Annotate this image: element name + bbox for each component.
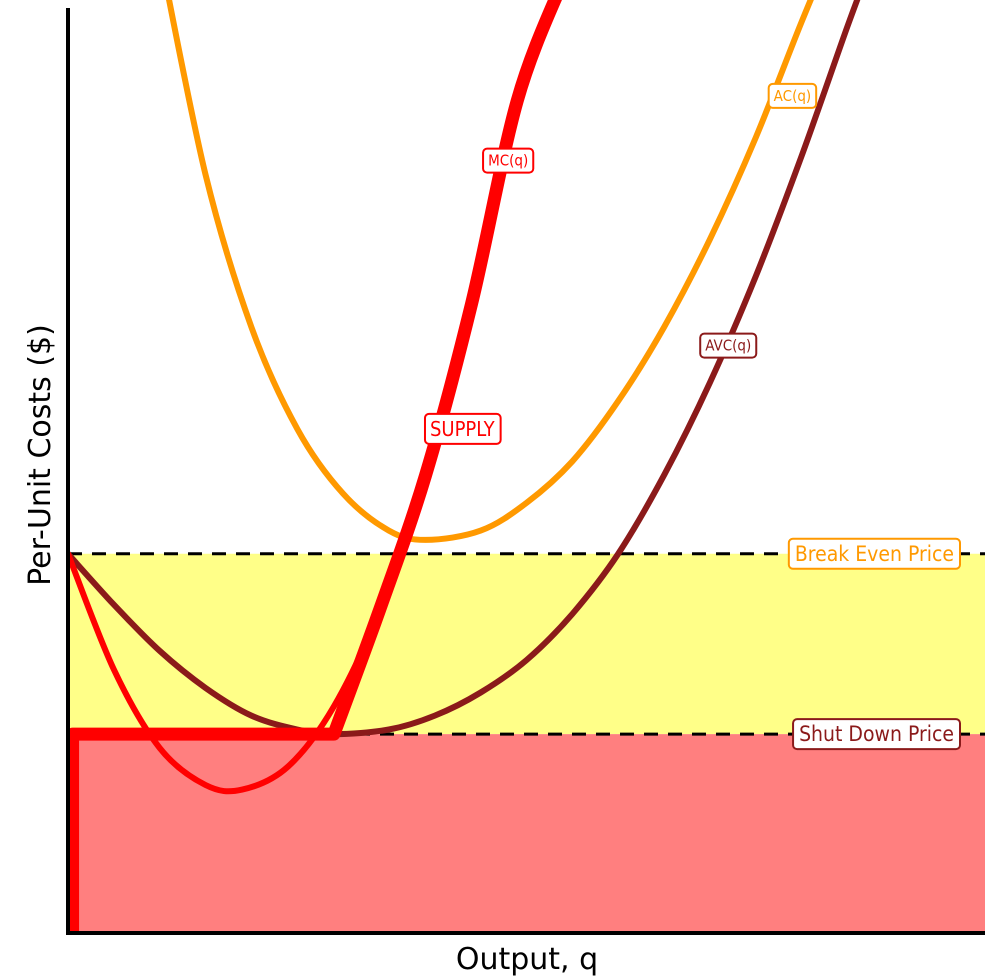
avc-q-label: AVC(q) — [699, 332, 758, 359]
cost-curves — [68, 0, 861, 933]
mc-q-label-box — [482, 147, 535, 174]
avc-q-label-text: AVC(q) — [705, 337, 751, 355]
break-even-price-label-box — [787, 537, 961, 570]
axes — [66, 8, 985, 935]
mc-q-label: MC(q) — [482, 147, 535, 174]
avc-q-curve — [68, 0, 861, 738]
supply-label-box — [423, 412, 502, 445]
shut-down-price-label-box — [792, 718, 961, 751]
break-even-price-label-text: Break Even Price — [795, 542, 954, 566]
supply-label-text: SUPPLY — [430, 417, 496, 441]
supply-curve — [68, 0, 562, 933]
supply-label: SUPPLY — [423, 412, 502, 445]
mc-q-label-text: MC(q) — [488, 152, 528, 170]
shut-down-price-label-text: Shut Down Price — [799, 722, 954, 746]
avc-q-label-box — [699, 332, 758, 359]
shaded-region-2 — [68, 734, 985, 933]
break-even-price-label: Break Even Price — [787, 537, 961, 570]
shaded-regions — [68, 553, 985, 933]
shaded-region-1 — [68, 553, 985, 735]
ac-q-curve — [166, 0, 814, 543]
ac-q-label: AC(q) — [767, 82, 818, 109]
ac-q-label-text: AC(q) — [774, 87, 812, 105]
y-axis-title: Per-Unit Costs ($) — [23, 324, 58, 586]
shut-down-price-label: Shut Down Price — [792, 718, 961, 751]
x-axis-title: Output, q — [456, 942, 598, 977]
ac-q-label-box — [767, 82, 818, 109]
curve-labels: MC(q) AC(q) AVC(q) SUPPLY Break Even Price Sh… — [423, 82, 961, 751]
